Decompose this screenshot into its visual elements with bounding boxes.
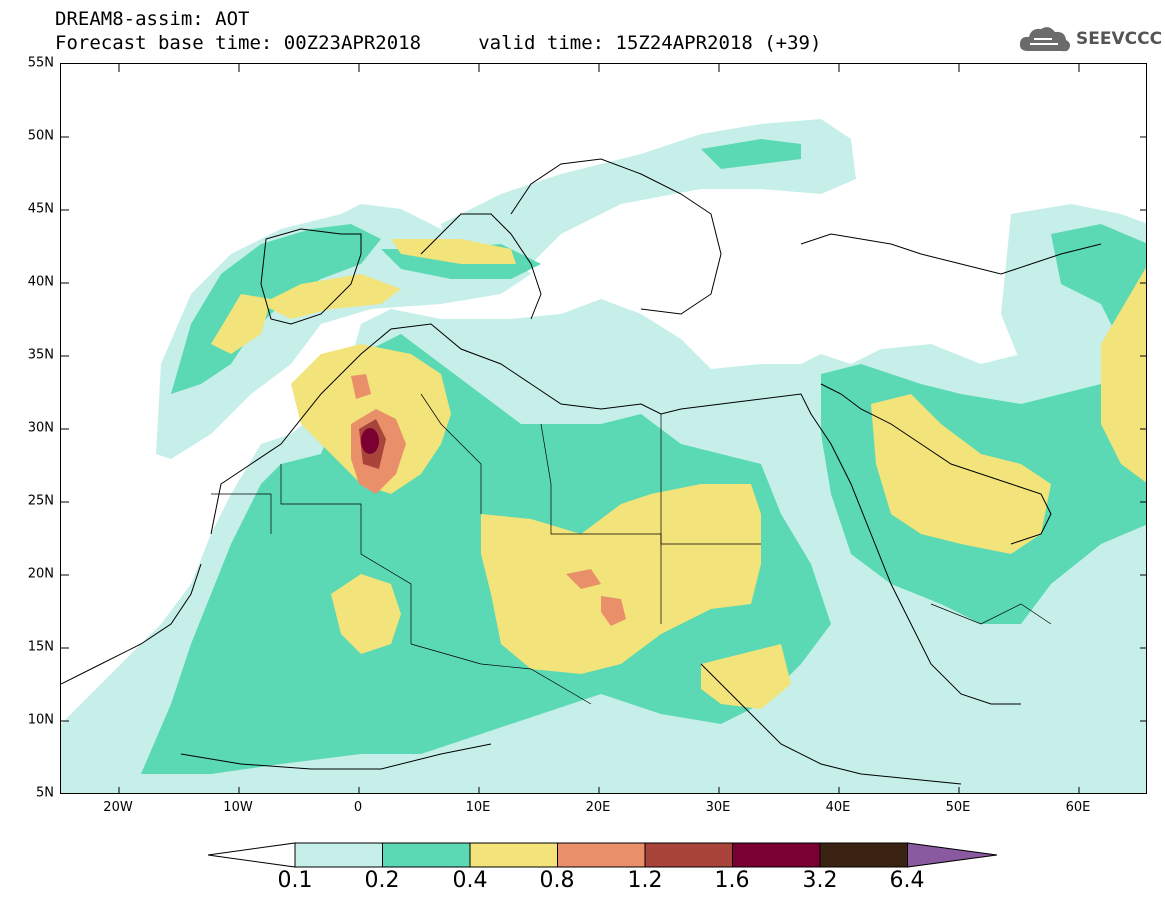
lat-label: 40N	[27, 274, 54, 290]
lon-label: 20E	[585, 800, 611, 815]
colorbar-cell	[207, 842, 296, 868]
forecast-time-line: Forecast base time: 00Z23APR2018 valid t…	[55, 32, 822, 54]
colorbar-tick-label: 6.4	[889, 868, 925, 893]
lon-label: 20W	[103, 800, 133, 815]
cloud-icon	[1019, 27, 1070, 52]
colorbar-cell	[644, 842, 733, 868]
colorbar-cell	[382, 842, 471, 868]
colorbar-tick-label: 1.2	[627, 868, 663, 893]
aot-map	[61, 64, 1146, 793]
axis-ticks	[61, 64, 1146, 793]
lon-label: 50E	[945, 800, 971, 815]
lat-label: 15N	[27, 639, 54, 655]
colorbar-cell	[819, 842, 908, 868]
colorbar-tick-label: 0.2	[364, 868, 400, 893]
lon-label: 30E	[705, 800, 731, 815]
colorbar-tick-label: 3.2	[802, 868, 838, 893]
aot-layer-1-6	[361, 428, 379, 454]
colorbar-tick-label: 0.8	[539, 868, 575, 893]
colorbar-legend	[207, 842, 998, 868]
colorbar-cell	[557, 842, 646, 868]
lat-label: 25N	[27, 493, 54, 509]
colorbar-cell	[907, 842, 998, 868]
lon-label: 10E	[465, 800, 491, 815]
country-borders	[211, 393, 1052, 705]
colorbar-cell	[469, 842, 558, 868]
colorbar-cell	[732, 842, 821, 868]
colorbar-cell	[294, 842, 383, 868]
lon-label: 0	[353, 800, 363, 815]
logo-text: SEEVCCC	[1076, 29, 1163, 49]
chart-title: DREAM8-assim: AOT	[55, 8, 250, 30]
colorbar-tick-label: 0.1	[277, 868, 313, 893]
lat-label: 20N	[27, 566, 54, 582]
lon-label: 40E	[825, 800, 851, 815]
colorbar-tick-label: 1.6	[714, 868, 750, 893]
seevccc-logo: SEEVCCC	[1018, 22, 1162, 56]
lat-label: 10N	[27, 712, 54, 728]
lon-label: 60E	[1065, 800, 1091, 815]
lat-label: 55N	[27, 55, 54, 71]
lat-label: 35N	[27, 347, 54, 363]
map-panel	[60, 63, 1147, 794]
lon-label: 10W	[223, 800, 253, 815]
lat-label: 50N	[27, 128, 54, 144]
lat-label: 5N	[36, 785, 54, 801]
aot-layer-0-4	[211, 239, 1146, 709]
colorbar-tick-label: 0.4	[452, 868, 488, 893]
lat-label: 30N	[27, 420, 54, 436]
lat-label: 45N	[27, 201, 54, 217]
